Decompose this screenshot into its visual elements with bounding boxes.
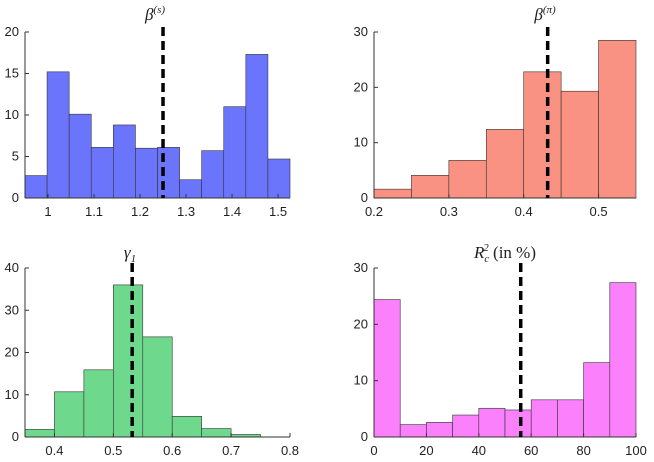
- x-tick-label: 1.4: [223, 204, 241, 219]
- x-tick-label: 0.7: [222, 443, 240, 458]
- bar: [245, 54, 269, 199]
- bar: [609, 282, 637, 438]
- bar: [179, 179, 202, 199]
- x-tick-label: 0.4: [515, 204, 533, 219]
- bar: [113, 124, 136, 199]
- bar: [504, 409, 532, 438]
- x-tick-label: 20: [419, 443, 433, 458]
- y-tick-label: 0: [361, 429, 368, 444]
- bar: [83, 369, 114, 438]
- title-main: γ: [124, 243, 132, 262]
- panel: 0 10 20 30 0.2 0.3 0.4 0.5 β(π): [354, 4, 637, 219]
- bar: [399, 424, 427, 438]
- x-tick-label: 60: [524, 443, 538, 458]
- title-main: β: [533, 5, 543, 24]
- x-tick-label: 1.5: [269, 204, 287, 219]
- y-tick-label: 30: [354, 24, 368, 39]
- y-tick-label: 30: [354, 260, 368, 275]
- x-tick-label: 0.8: [281, 443, 299, 458]
- bar: [373, 188, 412, 199]
- bar: [523, 71, 562, 199]
- bar: [157, 147, 180, 199]
- x-tick-label: 1.1: [85, 204, 103, 219]
- chart-title: β(π): [533, 4, 556, 24]
- bar: [135, 147, 158, 199]
- y-tick-label: 0: [12, 429, 19, 444]
- bar: [373, 299, 401, 438]
- bar: [448, 160, 487, 199]
- y-tick-label: 20: [5, 24, 19, 39]
- y-tick-label: 20: [354, 79, 368, 94]
- x-tick-label: 1.2: [131, 204, 149, 219]
- x-tick-label: 0.5: [104, 443, 122, 458]
- y-tick-label: 20: [5, 345, 19, 360]
- bar: [68, 113, 92, 199]
- y-tick-label: 10: [5, 387, 19, 402]
- chart-title: Rc2 (in %): [473, 242, 536, 265]
- y-tick-label: 40: [5, 260, 19, 275]
- bar: [24, 429, 55, 438]
- bar: [598, 39, 637, 199]
- title-rest: (in %): [489, 243, 536, 262]
- title-sub: c: [484, 253, 489, 265]
- bar: [113, 284, 144, 438]
- x-tick-label: 40: [472, 443, 486, 458]
- bar: [267, 158, 291, 199]
- x-tick-label: 100: [625, 443, 647, 458]
- bar: [90, 147, 114, 199]
- bar: [560, 90, 599, 199]
- title-sup: 2: [483, 242, 489, 254]
- chart-title: γ1: [124, 243, 136, 265]
- chart-title: β(s): [144, 4, 165, 24]
- bar: [46, 71, 70, 199]
- x-tick-label: 0.5: [590, 204, 608, 219]
- bar: [583, 362, 611, 438]
- y-tick-label: 5: [12, 149, 19, 164]
- x-tick-label: 80: [576, 443, 590, 458]
- y-tick-label: 0: [12, 190, 19, 205]
- x-tick-label: 0.3: [440, 204, 458, 219]
- x-tick-label: 0: [370, 443, 377, 458]
- bar: [201, 428, 232, 438]
- bar: [142, 336, 173, 438]
- panel: 0 10 20 30 40 0.4 0.5 0.6 0.7 0.8 γ1: [5, 243, 300, 458]
- bar: [485, 129, 525, 199]
- y-tick-label: 10: [5, 107, 19, 122]
- bar: [426, 422, 453, 438]
- y-tick-label: 10: [354, 135, 368, 150]
- bar: [530, 399, 558, 438]
- bar: [24, 175, 48, 199]
- y-tick-label: 10: [354, 373, 368, 388]
- x-tick-label: 0.2: [365, 204, 383, 219]
- title-sup: (π): [543, 4, 556, 16]
- y-tick-label: 30: [5, 302, 19, 317]
- bar: [478, 407, 506, 438]
- title-sub: 1: [131, 253, 137, 265]
- bar: [223, 106, 247, 199]
- title-main: R: [473, 243, 485, 262]
- y-tick-label: 15: [5, 66, 19, 81]
- x-tick-label: 0.6: [163, 443, 181, 458]
- bar: [411, 175, 450, 199]
- title-main: β: [144, 5, 154, 24]
- y-tick-label: 0: [361, 190, 368, 205]
- y-tick-label: 20: [354, 316, 368, 331]
- bar: [171, 415, 202, 438]
- bar: [557, 399, 584, 438]
- bar: [201, 150, 225, 199]
- panel: 0 10 20 30 0 20 40 60 80 100 Rc2 (in %): [354, 242, 647, 458]
- x-tick-label: 0.4: [45, 443, 63, 458]
- x-tick-label: 1.3: [177, 204, 195, 219]
- bar: [452, 414, 480, 438]
- x-tick-label: 1: [44, 204, 51, 219]
- panel: 0 5 10 15 20 1 1.1 1.2 1.3 1.4 1.5 β(s): [5, 4, 291, 219]
- title-sup: (s): [153, 4, 165, 16]
- bar: [54, 391, 85, 438]
